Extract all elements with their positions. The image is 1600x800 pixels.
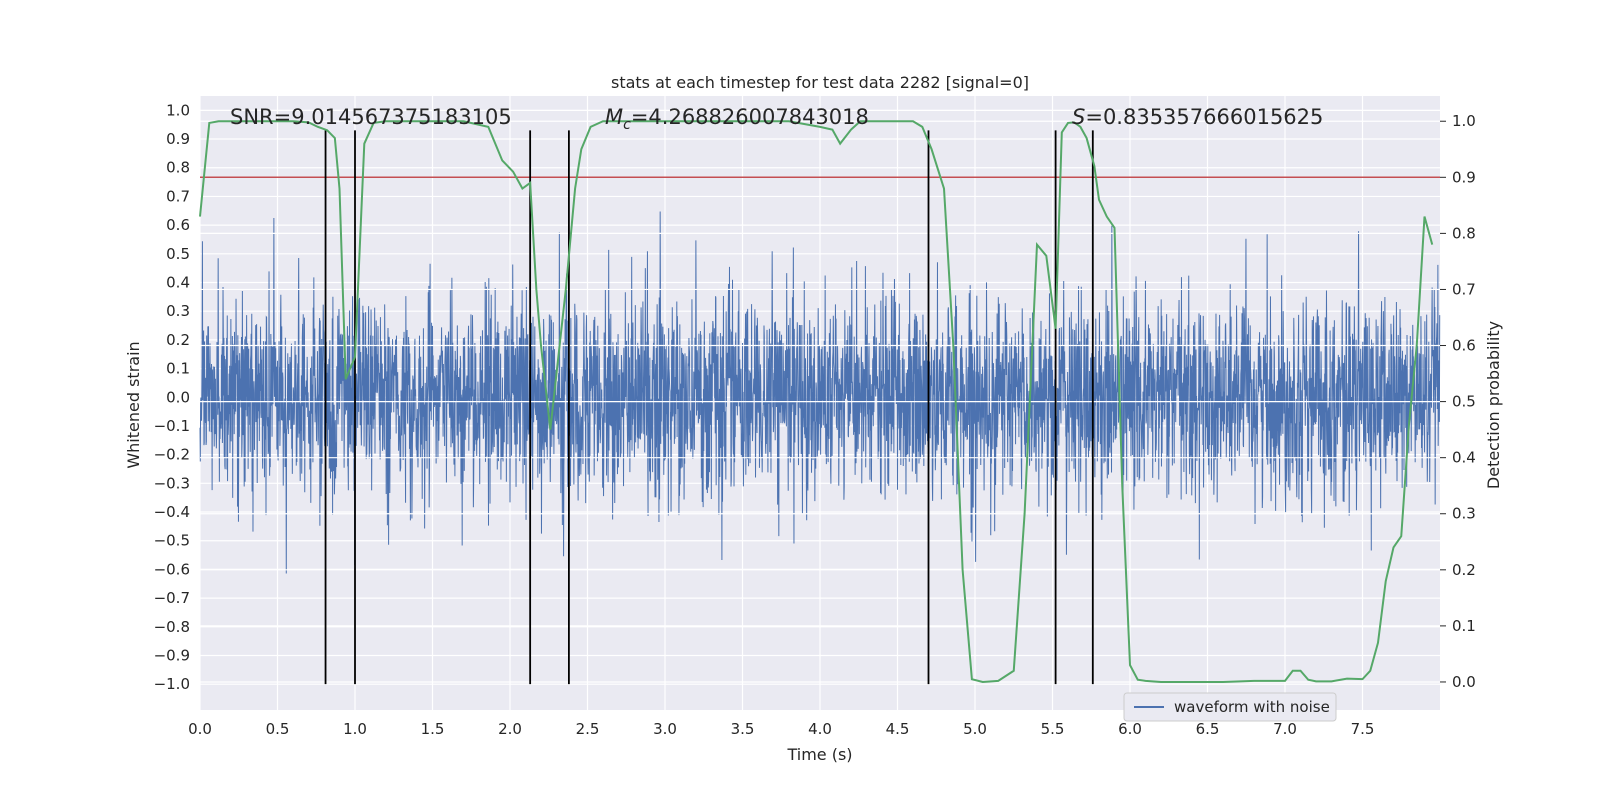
- x-axis-label: Time (s): [786, 745, 852, 764]
- y-right-tick-label-5: 0.5: [1452, 393, 1476, 411]
- chart-title: stats at each timestep for test data 228…: [611, 73, 1029, 92]
- y-left-tick-label-17: −0.7: [154, 589, 190, 607]
- y-right-tick-label-0: 1.0: [1452, 112, 1476, 130]
- x-tick-label-6: 3.0: [653, 720, 677, 738]
- y-left-tick-label-5: 0.5: [166, 245, 190, 263]
- y-right-tick-label-4: 0.6: [1452, 337, 1476, 355]
- y-right-ticks: 1.0 0.9 0.8 0.7 0.6 0.5 0.4 0.3 0.2 0.1 0.0: [1440, 112, 1476, 691]
- y-left-axis-label: Whitened strain: [124, 341, 143, 468]
- strain-waveform: [199, 211, 1441, 574]
- y-left-tick-label-2: 0.8: [166, 159, 190, 177]
- y-left-tick-label-9: 0.1: [166, 360, 190, 378]
- x-tick-label-7: 3.5: [731, 720, 755, 738]
- legend-label: waveform with noise: [1174, 698, 1330, 716]
- x-tick-label-13: 6.5: [1196, 720, 1220, 738]
- y-left-tick-label-7: 0.3: [166, 302, 190, 320]
- y-left-tick-label-11: −0.1: [154, 417, 190, 435]
- detection-probability-line: [199, 120, 1434, 683]
- y-right-tick-label-2: 0.8: [1452, 224, 1476, 242]
- x-tick-label-9: 4.5: [886, 720, 910, 738]
- chirp-mass-value: =4.268826007843018: [631, 105, 869, 129]
- x-tick-label-14: 7.0: [1273, 720, 1297, 738]
- y-right-tick-label-8: 0.2: [1452, 561, 1476, 579]
- y-left-tick-label-16: −0.6: [154, 560, 190, 578]
- y-left-ticks: 1.0 0.9 0.8 0.7 0.6 0.5 0.4 0.3 0.2 0.1 0.0 −0.1 −0.…: [154, 101, 190, 693]
- y-left-tick-label-3: 0.7: [166, 187, 190, 205]
- y-left-tick-label-13: −0.3: [154, 474, 190, 492]
- x-tick-label-4: 2.0: [498, 720, 522, 738]
- legend-box: [1123, 692, 1337, 722]
- chirp-mass-annotation: Mc=4.268826007843018: [605, 105, 869, 133]
- vertical-markers: [324, 130, 1094, 685]
- y-left-tick-label-18: −0.8: [154, 618, 190, 636]
- y-left-tick-label-0: 1.0: [166, 101, 190, 119]
- x-tick-label-2: 1.0: [343, 720, 367, 738]
- y-right-tick-label-7: 0.3: [1452, 505, 1476, 523]
- y-left-tick-label-6: 0.4: [166, 273, 190, 291]
- y-left-tick-label-10: 0.0: [166, 388, 190, 406]
- y-left-tick-label-14: −0.4: [154, 503, 190, 521]
- y-left-tick-label-1: 0.9: [166, 130, 190, 148]
- x-tick-label-15: 7.5: [1351, 720, 1375, 738]
- x-ticks: 0.0 0.5 1.0 1.5 2.0 2.5 3.0 3.5 4.0 4.5 5.0 5.5 6.0 6…: [188, 720, 1374, 738]
- x-tick-label-1: 0.5: [266, 720, 290, 738]
- y-right-tick-label-9: 0.1: [1452, 617, 1476, 635]
- strain-series: [199, 211, 1441, 574]
- x-tick-label-10: 5.0: [963, 720, 987, 738]
- y-left-tick-label-12: −0.2: [154, 446, 190, 464]
- y-right-tick-label-10: 0.0: [1452, 673, 1476, 691]
- snr-annotation: SNR=9.014567375183105: [230, 105, 512, 129]
- x-tick-label-11: 5.5: [1041, 720, 1065, 738]
- y-left-tick-label-8: 0.2: [166, 331, 190, 349]
- s-annotation: S=0.835357666015625: [1072, 105, 1323, 129]
- x-tick-label-3: 1.5: [421, 720, 445, 738]
- x-tick-label-5: 2.5: [576, 720, 600, 738]
- x-tick-label-8: 4.0: [808, 720, 832, 738]
- s-symbol: S: [1072, 105, 1085, 129]
- legend: waveform with noise: [1123, 692, 1337, 722]
- y-right-axis-label: Detection probability: [1484, 321, 1503, 489]
- y-left-tick-label-20: −1.0: [154, 675, 190, 693]
- y-left-tick-label-19: −0.9: [154, 646, 190, 664]
- y-right-tick-label-6: 0.4: [1452, 449, 1476, 467]
- chirp-mass-symbol: M: [605, 105, 623, 129]
- y-right-tick-label-3: 0.7: [1452, 280, 1476, 298]
- x-tick-label-0: 0.0: [188, 720, 212, 738]
- y-left-tick-label-4: 0.6: [166, 216, 190, 234]
- y-left-tick-label-15: −0.5: [154, 532, 190, 550]
- x-tick-label-12: 6.0: [1118, 720, 1142, 738]
- y-right-tick-label-1: 0.9: [1452, 168, 1476, 186]
- s-value: =0.835357666015625: [1085, 105, 1323, 129]
- chirp-mass-subscript: c: [623, 117, 631, 133]
